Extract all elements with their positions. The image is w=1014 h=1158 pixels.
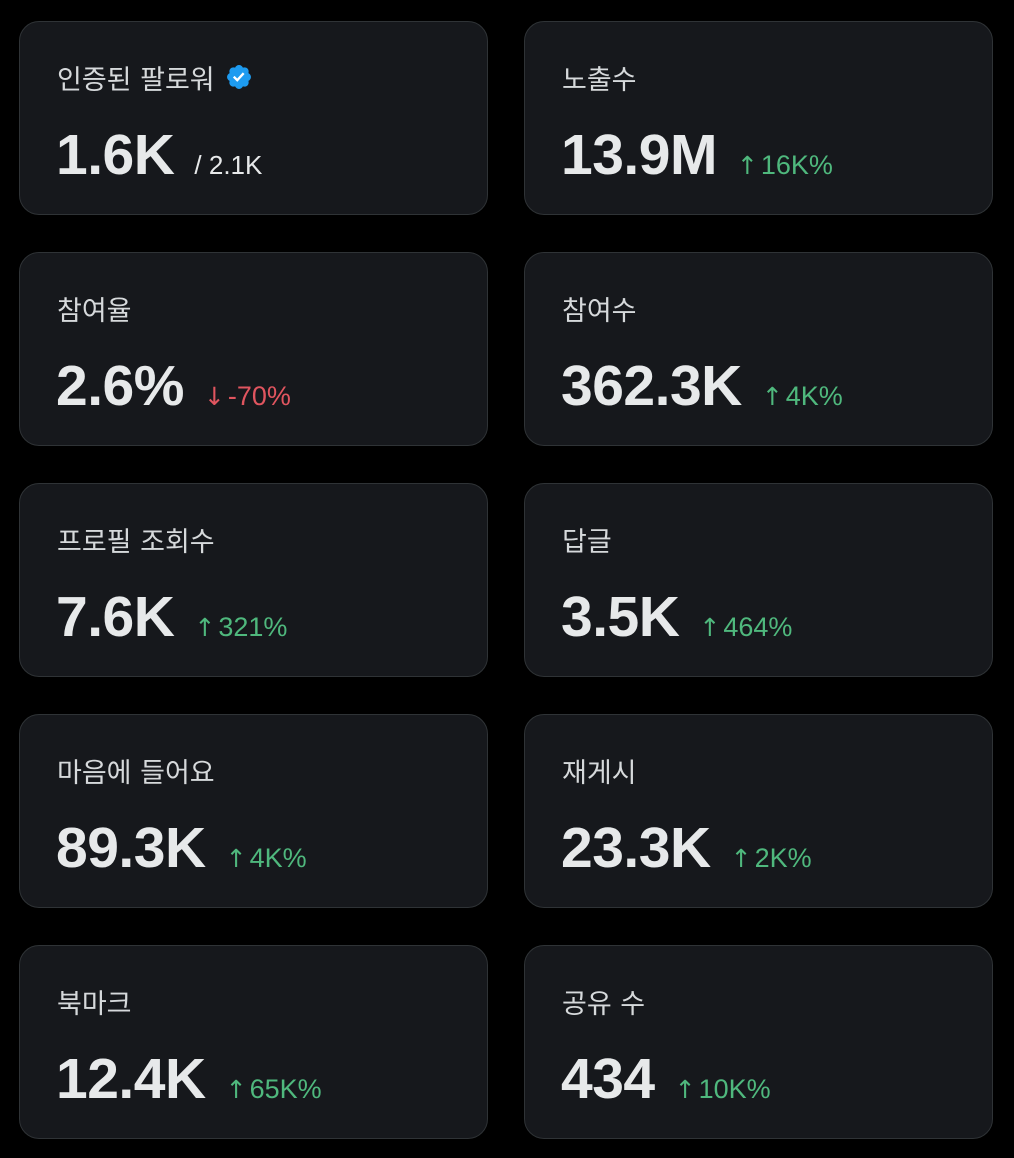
verified-badge-icon — [226, 65, 251, 89]
metric-label-row: 노출수 — [562, 60, 637, 96]
arrow-up-icon: ↑ — [736, 151, 758, 180]
metric-change-value: 10K% — [698, 1074, 771, 1104]
metric-label-row: 참여율 — [57, 291, 132, 327]
metric-label: 북마크 — [57, 988, 132, 1020]
metric-label-row: 프로필 조회수 — [57, 522, 215, 558]
metric-label-row: 참여수 — [562, 291, 637, 327]
arrow-up-icon: ↑ — [674, 1075, 696, 1104]
arrow-up-icon: ↑ — [194, 613, 216, 642]
metric-value: 3.5K — [561, 585, 680, 649]
metric-value-row: 2.6% ↓ -70% — [56, 353, 291, 423]
metric-value: 89.3K — [56, 816, 206, 880]
metric-card-impressions[interactable]: 노출수 13.9M ↑ 16K% — [524, 21, 993, 215]
metrics-grid: 인증된 팔로워 1.6K / 2.1K 노출수 13.9M ↑ 16K% 참여율 — [19, 21, 993, 1139]
metric-change: ↑ 4K% — [226, 843, 307, 874]
arrow-up-icon: ↑ — [730, 844, 752, 873]
arrow-up-icon: ↑ — [699, 613, 721, 642]
metric-value-row: 23.3K ↑ 2K% — [561, 815, 812, 885]
metric-card-likes[interactable]: 마음에 들어요 89.3K ↑ 4K% — [19, 714, 488, 908]
metric-change: ↑ 2K% — [731, 843, 812, 874]
arrow-up-icon: ↑ — [225, 1075, 247, 1104]
metric-value: 23.3K — [561, 816, 711, 880]
metric-value: 13.9M — [561, 123, 717, 187]
metric-change: ↓ -70% — [204, 381, 291, 412]
metric-label: 프로필 조회수 — [57, 526, 215, 558]
metric-value-row: 7.6K ↑ 321% — [56, 584, 287, 654]
metric-label: 재게시 — [562, 757, 637, 789]
metric-card-shares[interactable]: 공유 수 434 ↑ 10K% — [524, 945, 993, 1139]
metric-value: 7.6K — [56, 585, 175, 649]
metric-card-reposts[interactable]: 재게시 23.3K ↑ 2K% — [524, 714, 993, 908]
metric-label-row: 북마크 — [57, 984, 132, 1020]
metric-change: ↑ 16K% — [737, 150, 833, 181]
metric-change-value: 16K% — [760, 150, 833, 180]
arrow-up-icon: ↑ — [761, 382, 783, 411]
metric-card-bookmarks[interactable]: 북마크 12.4K ↑ 65K% — [19, 945, 488, 1139]
metric-value: 2.6% — [56, 354, 184, 418]
metric-card-profile-visits[interactable]: 프로필 조회수 7.6K ↑ 321% — [19, 483, 488, 677]
metric-label: 참여율 — [57, 295, 132, 327]
metric-card-engagements[interactable]: 참여수 362.3K ↑ 4K% — [524, 252, 993, 446]
metric-change: ↑ 321% — [194, 612, 287, 643]
metric-label-row: 재게시 — [562, 753, 637, 789]
metric-total: / 2.1K — [194, 150, 263, 180]
metric-label-row: 인증된 팔로워 — [57, 60, 253, 96]
metric-change-value: 321% — [218, 612, 288, 642]
metric-change: ↑ 10K% — [675, 1074, 771, 1105]
metric-change: ↑ 4K% — [762, 381, 843, 412]
metric-value: 12.4K — [56, 1047, 206, 1111]
metric-label: 마음에 들어요 — [57, 757, 215, 789]
metric-change-value: 464% — [723, 612, 793, 642]
metric-change-value: 65K% — [249, 1074, 322, 1104]
arrow-up-icon: ↑ — [225, 844, 247, 873]
metric-change: ↑ 464% — [699, 612, 792, 643]
metric-label: 참여수 — [562, 295, 637, 327]
metric-change: ↑ 65K% — [226, 1074, 322, 1105]
metric-change-value: 4K% — [249, 843, 307, 873]
metric-value-row: 89.3K ↑ 4K% — [56, 815, 307, 885]
metric-value-row: 12.4K ↑ 65K% — [56, 1046, 322, 1116]
metric-label-row: 답글 — [562, 522, 612, 558]
metric-value: 362.3K — [561, 354, 742, 418]
metric-value-row: 3.5K ↑ 464% — [561, 584, 792, 654]
metric-label: 노출수 — [562, 64, 637, 96]
metric-label: 공유 수 — [562, 988, 646, 1020]
metric-label-row: 마음에 들어요 — [57, 753, 215, 789]
metric-value-row: 13.9M ↑ 16K% — [561, 122, 833, 192]
metric-value: 1.6K — [56, 123, 175, 187]
metric-change-value: -70% — [227, 381, 291, 411]
metric-label: 답글 — [562, 526, 612, 558]
metric-card-engagement-rate[interactable]: 참여율 2.6% ↓ -70% — [19, 252, 488, 446]
metric-label: 인증된 팔로워 — [57, 64, 215, 96]
metric-change-value: 4K% — [785, 381, 843, 411]
metric-card-verified-followers[interactable]: 인증된 팔로워 1.6K / 2.1K — [19, 21, 488, 215]
metric-change-value: 2K% — [754, 843, 812, 873]
arrow-down-icon: ↓ — [203, 382, 225, 411]
metric-label-row: 공유 수 — [562, 984, 646, 1020]
metric-value-row: 362.3K ↑ 4K% — [561, 353, 843, 423]
metric-value-row: 1.6K / 2.1K — [56, 122, 262, 192]
metric-value: 434 — [561, 1047, 655, 1111]
metric-value-row: 434 ↑ 10K% — [561, 1046, 771, 1116]
metric-card-replies[interactable]: 답글 3.5K ↑ 464% — [524, 483, 993, 677]
